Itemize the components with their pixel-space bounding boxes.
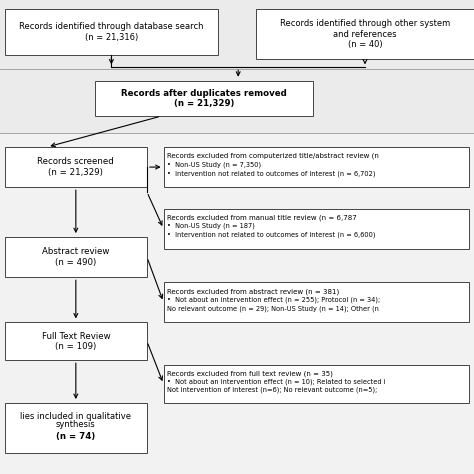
Bar	[5, 237, 147, 277]
Bar	[164, 147, 469, 187]
Text: (n = 74): (n = 74)	[56, 432, 95, 441]
Bar	[5, 147, 147, 187]
Text: Records identified through other system
and references
(n = 40): Records identified through other system …	[280, 19, 450, 49]
Text: Records excluded from manual title review (n = 6,787: Records excluded from manual title revie…	[167, 215, 357, 221]
Text: •  Non-US Study (n = 7,350): • Non-US Study (n = 7,350)	[167, 161, 262, 168]
Text: Records screened
(n = 21,329): Records screened (n = 21,329)	[37, 157, 114, 177]
Text: Records identified through database search
(n = 21,316): Records identified through database sear…	[19, 22, 204, 42]
Text: •  Non-US Study (n = 187): • Non-US Study (n = 187)	[167, 223, 255, 229]
Text: •  Intervention not related to outcomes of interest (n = 6,600): • Intervention not related to outcomes o…	[167, 232, 376, 238]
Bar	[5, 9, 218, 55]
Text: Records excluded from full text review (n = 35): Records excluded from full text review (…	[167, 371, 333, 377]
Text: •  Not about an intervention effect (n = 255); Protocol (n = 34);: • Not about an intervention effect (n = …	[167, 296, 381, 303]
Text: Records excluded from computerized title/abstract review (n: Records excluded from computerized title…	[167, 153, 379, 159]
Text: lies included in qualitative: lies included in qualitative	[20, 412, 131, 421]
Text: No relevant outcome (n = 29); Non-US Study (n = 14); Other (n: No relevant outcome (n = 29); Non-US Stu…	[167, 305, 379, 312]
Text: synthesis: synthesis	[56, 420, 96, 429]
Bar	[164, 282, 469, 322]
Text: •  Not about an intervention effect (n = 10); Related to selected i: • Not about an intervention effect (n = …	[167, 378, 386, 385]
Bar	[164, 209, 469, 249]
Text: Abstract review
(n = 490): Abstract review (n = 490)	[42, 247, 109, 267]
Bar	[95, 81, 313, 116]
Bar	[0, 69, 474, 133]
Bar	[256, 9, 474, 59]
Text: Not intervention of interest (n=6); No relevant outcome (n=5);: Not intervention of interest (n=6); No r…	[167, 386, 378, 393]
Text: Records after duplicates removed
(n = 21,329): Records after duplicates removed (n = 21…	[121, 89, 287, 108]
Bar	[0, 0, 474, 69]
Bar	[164, 365, 469, 403]
Text: Full Text Review
(n = 109): Full Text Review (n = 109)	[42, 332, 110, 351]
Text: •  Intervention not related to outcomes of interest (n = 6,702): • Intervention not related to outcomes o…	[167, 170, 376, 177]
Text: Records excluded from abstract review (n = 381): Records excluded from abstract review (n…	[167, 288, 339, 294]
Bar	[5, 403, 147, 453]
Bar	[5, 322, 147, 360]
